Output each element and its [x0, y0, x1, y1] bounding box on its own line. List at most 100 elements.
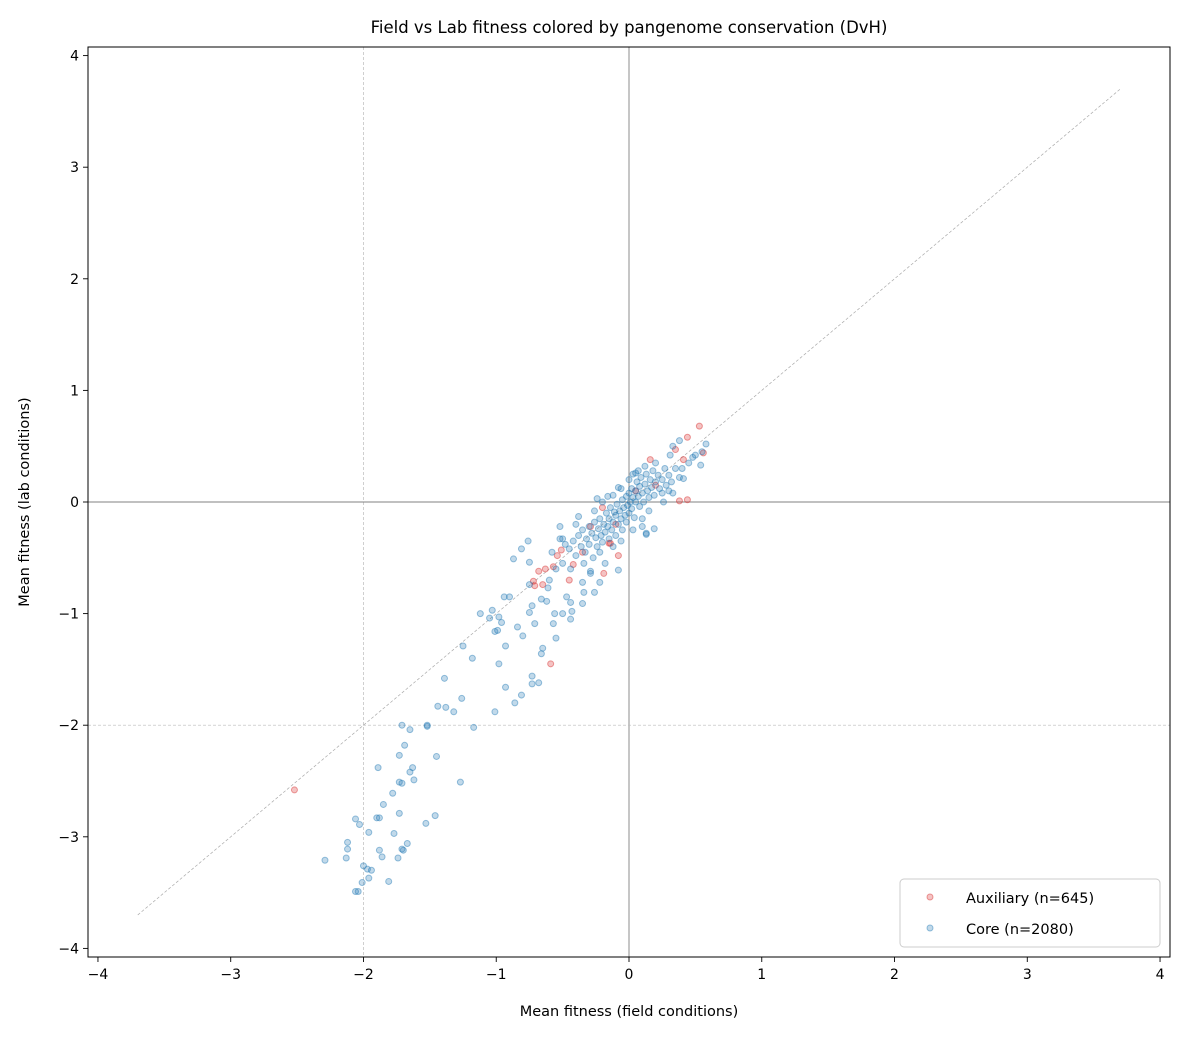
chart-title: Field vs Lab fitness colored by pangenom…	[371, 18, 888, 37]
data-point	[575, 513, 583, 521]
data-point	[456, 778, 464, 786]
data-point	[625, 489, 633, 497]
data-point	[644, 487, 652, 495]
data-point	[579, 600, 587, 608]
data-point	[395, 778, 403, 786]
x-tick-label: −2	[353, 967, 374, 983]
data-point	[525, 581, 533, 589]
data-point	[398, 721, 406, 729]
data-point	[620, 504, 628, 512]
data-point	[630, 514, 638, 522]
data-point	[606, 539, 614, 547]
data-point	[626, 498, 634, 506]
data-point	[605, 515, 613, 523]
data-point	[596, 578, 604, 586]
data-point	[638, 515, 646, 523]
data-points	[290, 422, 710, 895]
data-point	[423, 721, 431, 729]
data-point	[656, 485, 664, 493]
data-point	[556, 535, 564, 543]
data-point	[679, 475, 687, 483]
data-point	[600, 569, 608, 577]
data-point	[385, 877, 393, 885]
data-point	[378, 853, 386, 861]
data-point	[596, 548, 604, 556]
data-point	[406, 726, 414, 734]
data-point	[683, 433, 691, 441]
data-point	[640, 498, 648, 506]
data-point	[535, 679, 543, 687]
data-point	[618, 496, 626, 504]
data-point	[667, 478, 675, 486]
data-point	[661, 465, 669, 473]
legend-marker-core	[926, 924, 934, 932]
data-point	[494, 626, 502, 634]
data-point	[531, 620, 539, 628]
data-point	[531, 582, 539, 590]
data-point	[549, 620, 557, 628]
data-point	[632, 487, 640, 495]
data-point	[669, 442, 677, 450]
data-point	[450, 708, 458, 716]
data-point	[590, 588, 598, 596]
data-point	[506, 593, 514, 601]
data-point	[379, 800, 387, 808]
y-axis-ticks: −4 −3 −2 −1 0 1 2 3 4	[58, 49, 88, 957]
x-tick-label: 3	[1023, 967, 1032, 983]
x-axis-ticks: −4 −3 −2 −1 0 1 2 3 4	[88, 957, 1165, 983]
data-point	[586, 523, 594, 531]
data-point	[641, 480, 649, 488]
data-point	[394, 854, 402, 862]
data-point	[658, 489, 666, 497]
data-point	[638, 523, 646, 531]
data-point	[597, 531, 605, 539]
data-point	[373, 814, 381, 822]
data-point	[685, 459, 693, 467]
x-axis-label: Mean fitness (field conditions)	[520, 1004, 739, 1020]
data-point	[586, 567, 594, 575]
data-point	[652, 478, 660, 486]
data-point	[476, 610, 484, 618]
data-point	[399, 846, 407, 854]
data-point	[588, 529, 596, 537]
data-point	[666, 451, 674, 459]
data-point	[585, 540, 593, 548]
data-point	[552, 565, 560, 573]
y-tick-label: 3	[70, 160, 79, 176]
data-point	[642, 529, 650, 537]
y-tick-label: 0	[70, 495, 79, 511]
data-point	[552, 634, 560, 642]
data-point	[434, 702, 442, 710]
data-point	[535, 567, 543, 575]
data-point	[498, 619, 506, 627]
y-tick-label: −4	[58, 941, 79, 957]
data-point	[654, 471, 662, 479]
data-point	[625, 509, 633, 517]
data-point	[513, 623, 521, 631]
data-point	[577, 543, 585, 551]
data-point	[519, 632, 527, 640]
data-point	[556, 523, 564, 531]
y-axis-label: Mean fitness (lab conditions)	[17, 397, 33, 606]
data-point	[567, 565, 575, 573]
data-point	[675, 497, 683, 505]
data-point	[675, 437, 683, 445]
data-point	[662, 481, 670, 489]
data-point	[671, 465, 679, 473]
legend-label-core: Core (n=2080)	[966, 922, 1074, 938]
data-point	[511, 699, 519, 707]
data-point	[525, 608, 533, 616]
data-point	[374, 764, 382, 772]
x-tick-label: −3	[220, 967, 241, 983]
x-tick-label: 4	[1156, 967, 1165, 983]
data-point	[365, 828, 373, 836]
data-point	[606, 504, 614, 512]
data-point	[665, 487, 673, 495]
data-point	[390, 829, 398, 837]
data-point	[551, 610, 559, 618]
data-point	[579, 578, 587, 586]
data-point	[569, 560, 577, 568]
data-point	[359, 862, 367, 870]
data-point	[354, 887, 362, 895]
data-point	[633, 478, 641, 486]
